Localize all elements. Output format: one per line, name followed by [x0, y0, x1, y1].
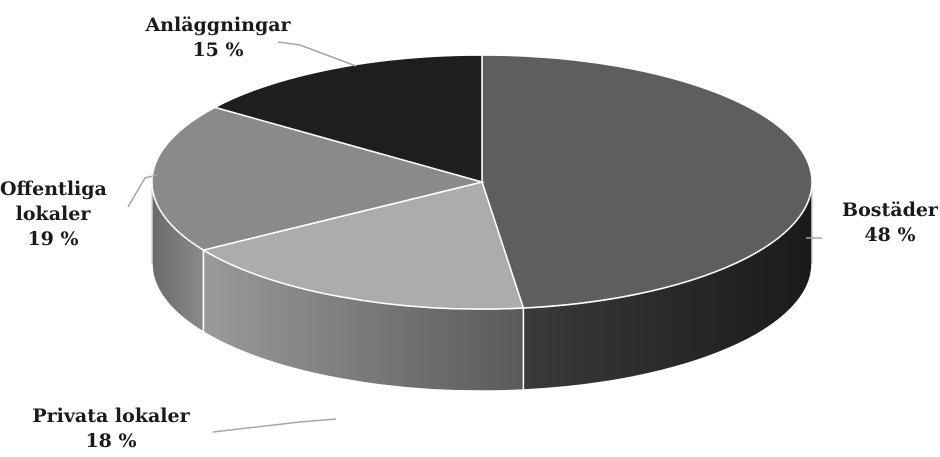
slice-label-value: 48 %: [864, 224, 916, 246]
slice-label-bostader: Bostäder 48 %: [838, 198, 940, 248]
slice-label-value: 19 %: [27, 228, 79, 250]
slice-label-name: Anläggningar: [145, 14, 291, 36]
leader-line: [127, 174, 158, 208]
pie-slice-anläggningar: [213, 54, 483, 183]
slice-label-name: Bostäder: [842, 199, 938, 221]
leader-line: [212, 418, 337, 433]
leader-line: [277, 41, 357, 67]
slice-label-name: Privata lokaler: [32, 405, 190, 427]
pie-slice-privata-lokaler: [201, 181, 525, 310]
slice-label-privata-lokaler: Privata lokaler 18 %: [8, 404, 214, 454]
slice-label-offentliga-lokaler: Offentliga lokaler 19 %: [0, 177, 107, 252]
pie-slice-bostäder: [481, 54, 813, 309]
slice-label-name-line1: Offentliga: [0, 178, 107, 200]
slice-label-anlaggningar: Anläggningar 15 %: [134, 13, 302, 63]
pie-slice-offentliga-lokaler: [151, 106, 485, 251]
slice-label-name-line2: lokaler: [15, 203, 91, 225]
slice-label-value: 15 %: [192, 39, 244, 61]
slice-label-value: 18 %: [85, 430, 137, 452]
